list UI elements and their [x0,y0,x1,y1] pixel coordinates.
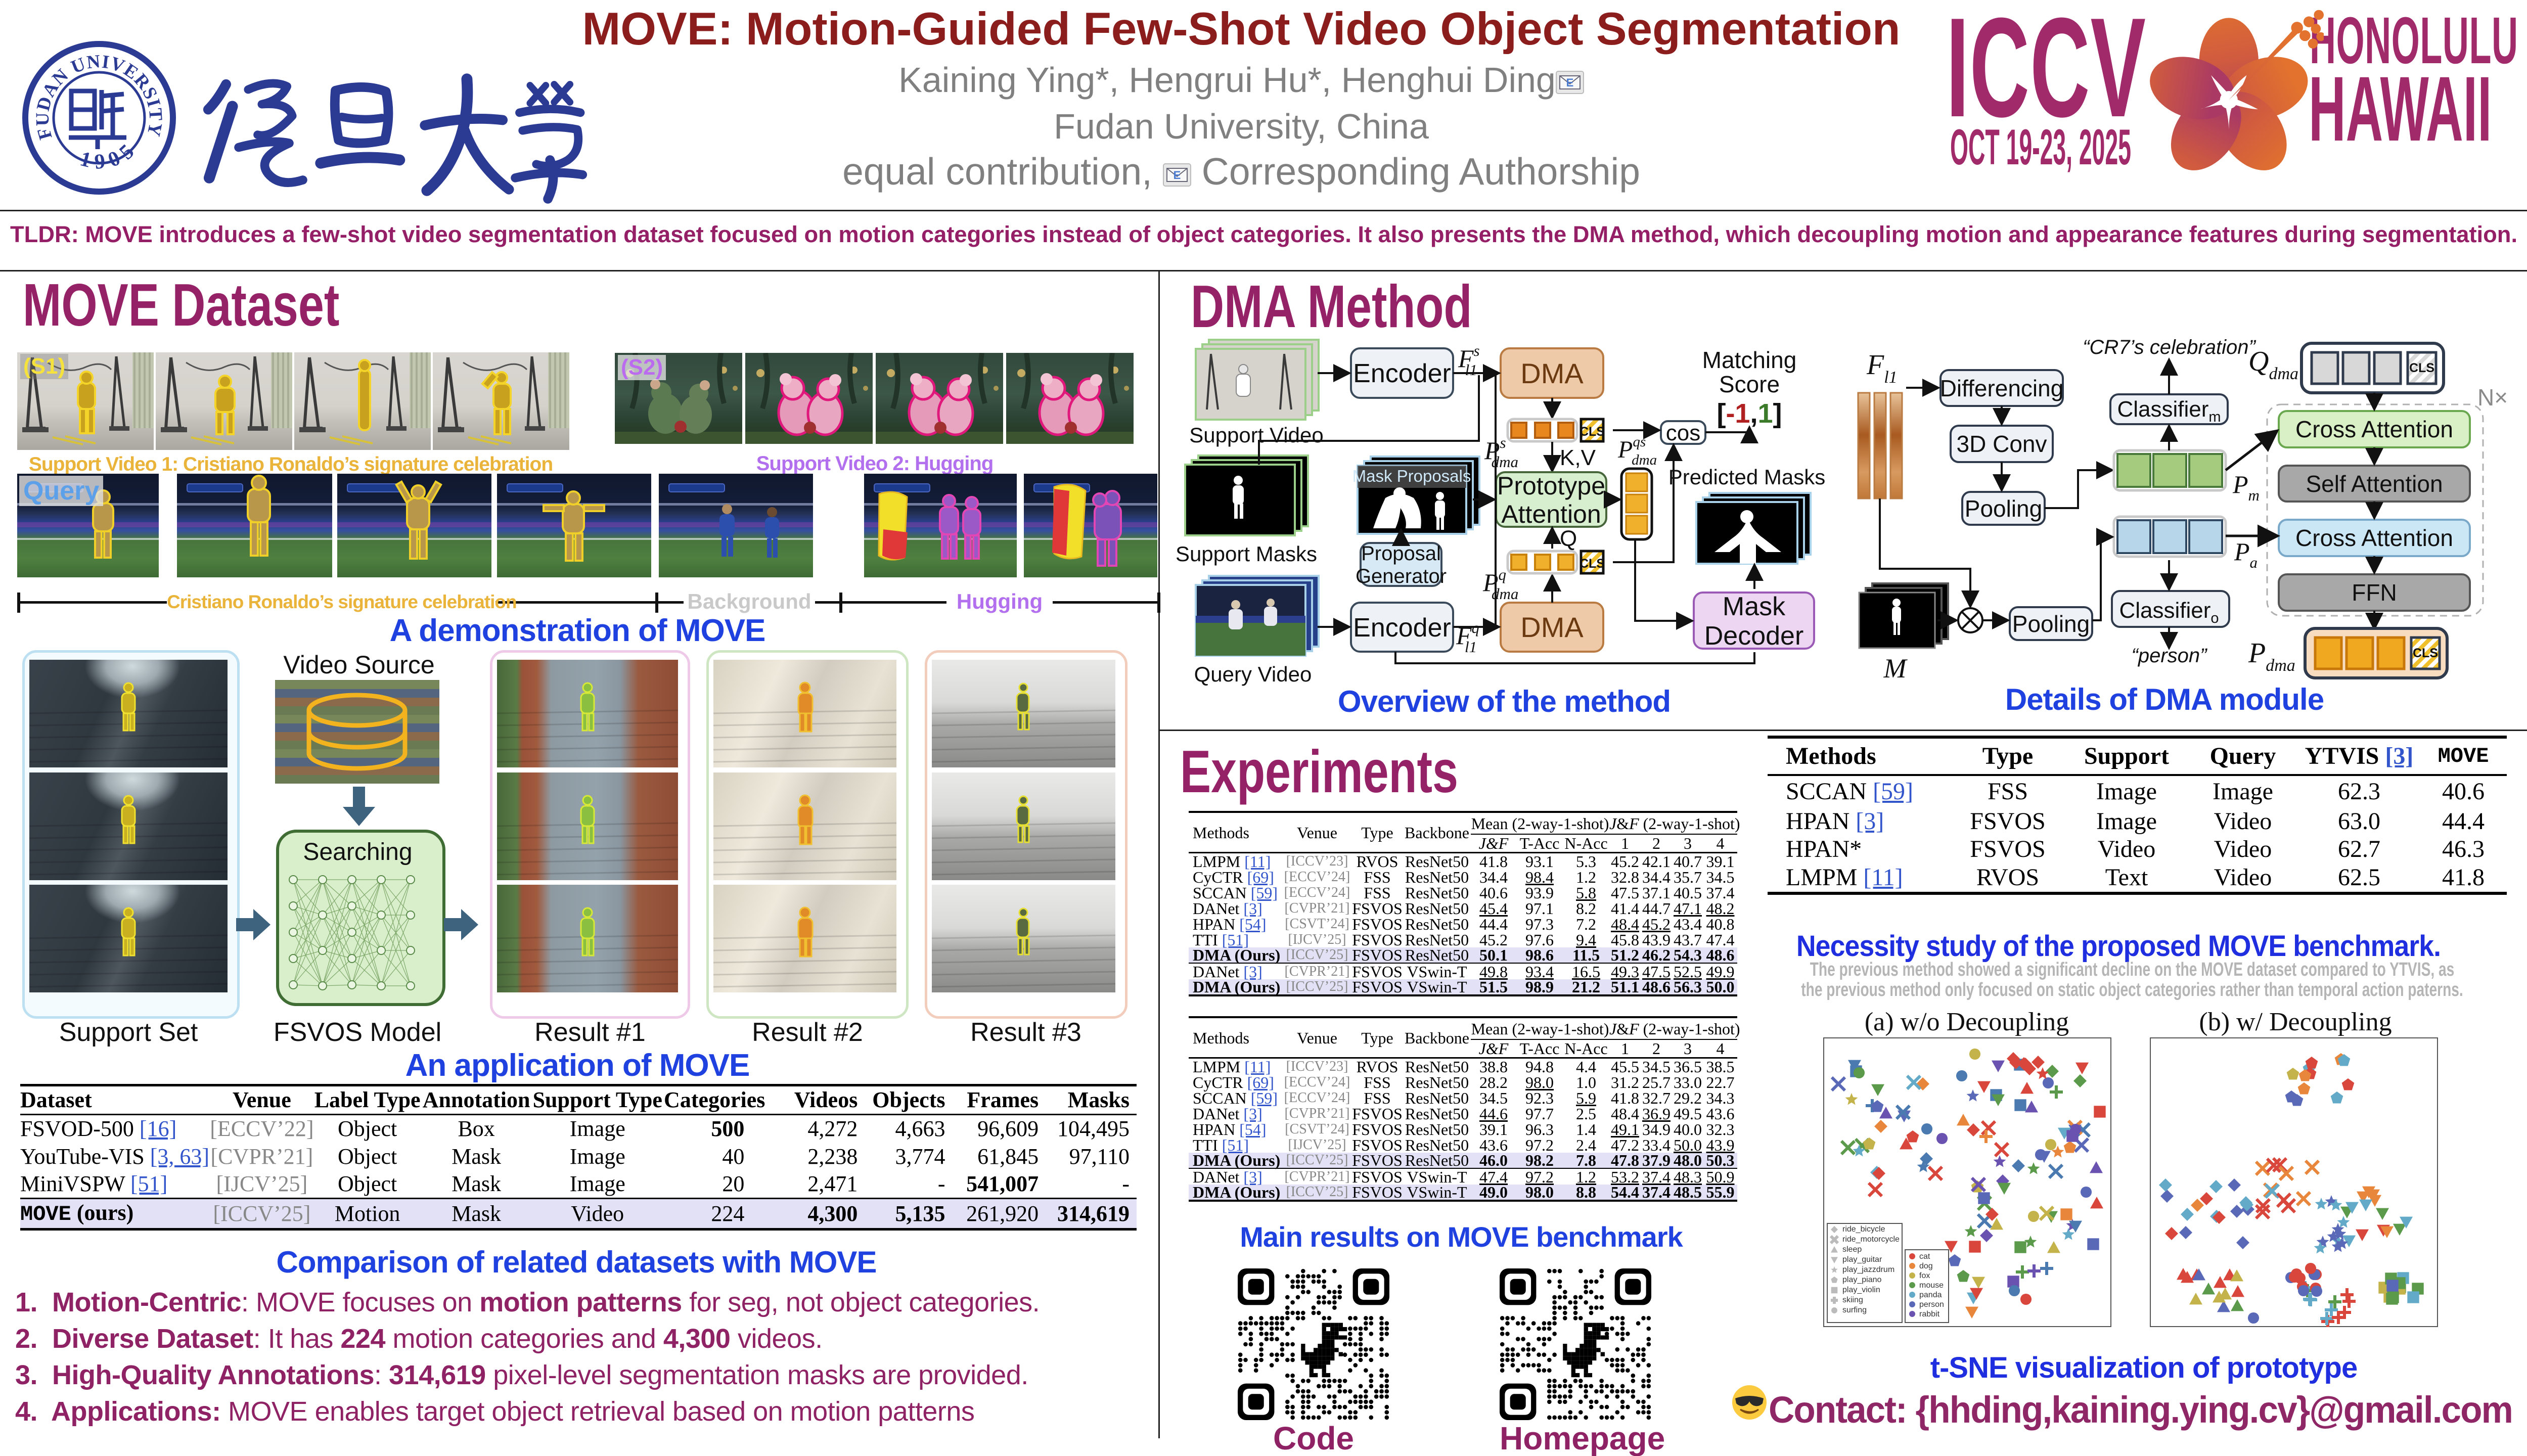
svg-text:K,V: K,V [1560,445,1596,470]
svg-text:Pdma: Pdma [2248,638,2295,675]
svg-text:cos: cos [1666,421,1700,445]
svg-text:E: E [1566,76,1574,89]
svg-text:Details of DMA module: Details of DMA module [2005,682,2324,716]
svg-text:“CR7’s celebration”: “CR7’s celebration” [2083,336,2256,358]
svg-text:Encoder: Encoder [1353,359,1451,388]
svg-text:Fl1: Fl1 [1866,349,1898,387]
svg-text:surfing: surfing [1842,1306,1867,1314]
svg-text:Encoder: Encoder [1353,613,1451,643]
svg-text:Cross Attention: Cross Attention [2295,416,2453,442]
svg-text:Classifiero: Classifiero [2119,598,2219,626]
svg-text:Matching: Matching [1702,347,1797,373]
svg-text:Qdma: Qdma [2248,346,2298,383]
svg-text:Support Video: Support Video [1189,423,1323,447]
svg-text:play_violin: play_violin [1842,1286,1880,1294]
svg-text:Predicted Masks: Predicted Masks [1668,465,1825,489]
svg-text:dog: dog [1919,1262,1933,1270]
svg-text:FFN: FFN [2352,579,2397,606]
svg-text:Cross Attention: Cross Attention [2295,525,2453,551]
svg-text:fox: fox [1919,1271,1930,1280]
svg-text:Generator: Generator [1356,565,1447,587]
svg-text:ride_bicycle: ride_bicycle [1842,1225,1885,1234]
svg-text:Decoder: Decoder [1704,621,1804,651]
svg-text:Proposal: Proposal [1361,542,1441,565]
svg-text:play_jazzdrum: play_jazzdrum [1842,1265,1894,1274]
svg-text:play_piano: play_piano [1842,1276,1882,1284]
svg-text:N×: N× [2477,384,2508,411]
svg-text:Pm: Pm [2232,470,2260,504]
svg-text:E: E [1174,169,1181,181]
svg-text:person: person [1919,1300,1944,1309]
svg-text:Mask Proposals: Mask Proposals [1352,467,1471,485]
svg-text:Q: Q [1560,526,1577,551]
svg-text:CLS: CLS [1580,425,1605,439]
svg-text:Pooling: Pooling [1965,495,2042,522]
svg-text:CLS: CLS [2409,361,2434,375]
svg-text:Differencing: Differencing [1940,375,2064,401]
svg-text:Mask: Mask [1723,592,1786,621]
svg-text:M: M [1883,653,1908,684]
svg-text:3D Conv: 3D Conv [1957,431,2047,457]
svg-text:Support Masks: Support Masks [1176,542,1317,566]
svg-text:rabbit: rabbit [1919,1310,1940,1318]
svg-text:Attention: Attention [1501,500,1601,528]
svg-text:Prototype: Prototype [1497,472,1605,500]
svg-text:DMA: DMA [1520,357,1584,389]
svg-text:Pooling: Pooling [2012,611,2090,637]
svg-text:Classifierm: Classifierm [2117,397,2221,425]
svg-text:1905: 1905 [78,136,143,174]
svg-text:Score: Score [1719,371,1780,397]
svg-text:Pa: Pa [2234,537,2258,571]
svg-text:Overview of the method: Overview of the method [1338,685,1671,718]
svg-text:cat: cat [1919,1252,1930,1261]
svg-text:CLS: CLS [2413,646,2438,660]
svg-text:mouse: mouse [1919,1281,1944,1290]
svg-text:panda: panda [1919,1291,1942,1299]
svg-text:DMA: DMA [1520,611,1584,643]
svg-text:CLS: CLS [1580,557,1605,571]
svg-text:play_guitar: play_guitar [1842,1255,1882,1264]
svg-text:“person”: “person” [2132,645,2208,667]
svg-text:sleep: sleep [1842,1245,1862,1254]
svg-text:Self Attention: Self Attention [2306,471,2443,497]
svg-text:[-1,1]: [-1,1] [1717,398,1782,429]
svg-text:skiing: skiing [1842,1296,1863,1304]
svg-text:ride_motorcycle: ride_motorcycle [1842,1235,1900,1244]
svg-text:Query Video: Query Video [1194,662,1312,686]
